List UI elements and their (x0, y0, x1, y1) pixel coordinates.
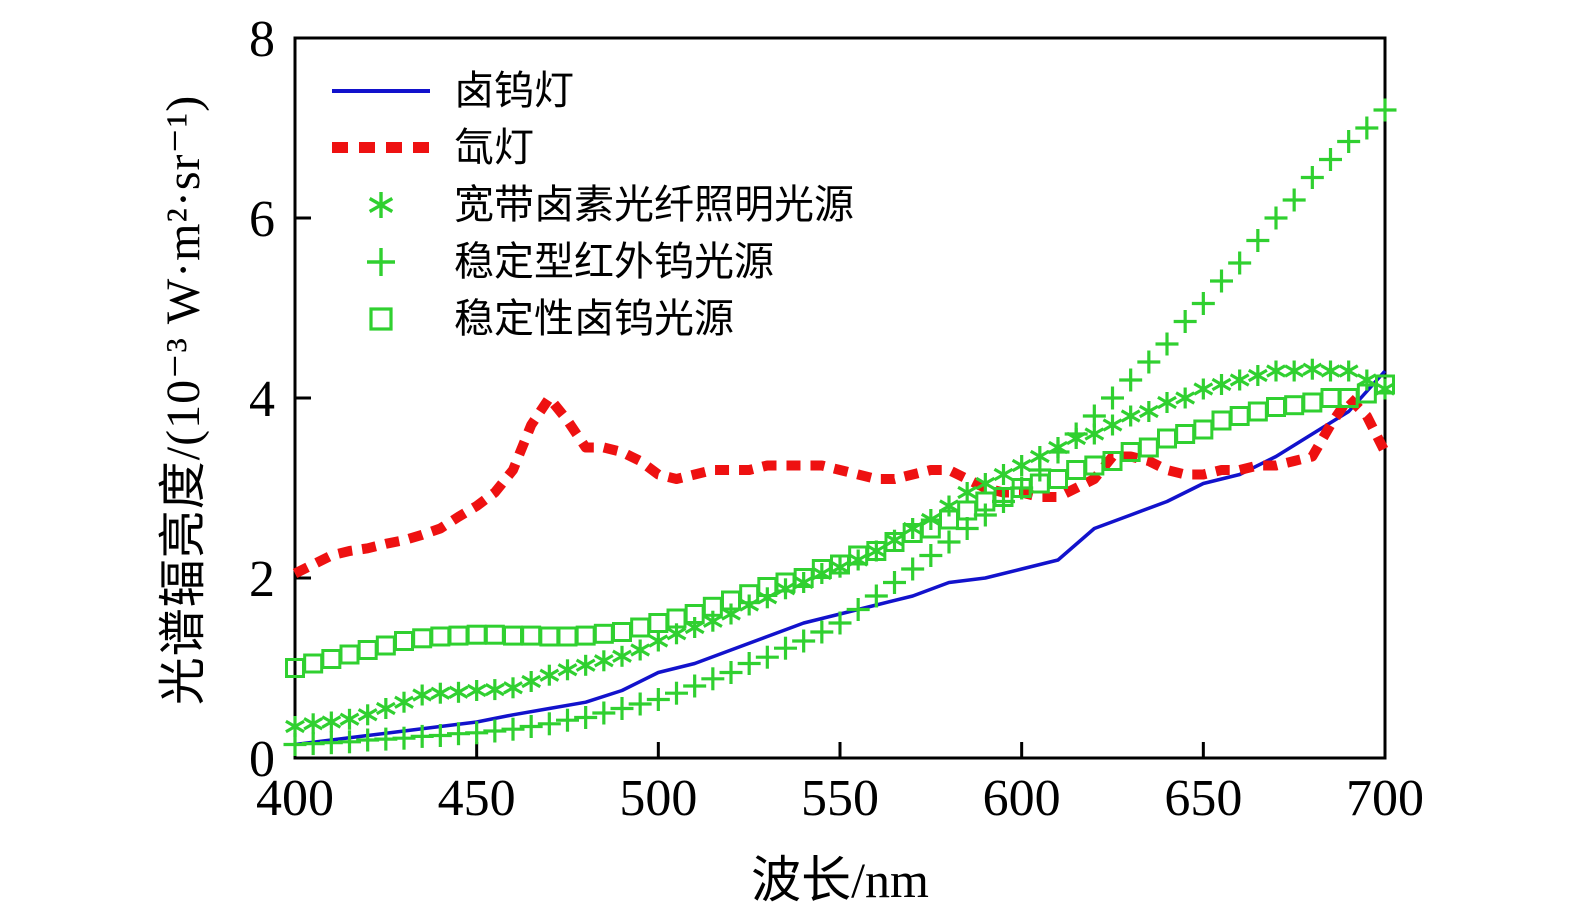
square-marker-icon (369, 306, 393, 331)
legend-item-stable-infrared-tungsten-source: 稳定型红外钨光源 (330, 233, 854, 290)
legend-label: 氙灯 (454, 124, 534, 170)
legend-item-broadband-halogen-fiber-source: 宽带卤素光纤照明光源 (330, 176, 854, 233)
legend-label: 稳定性卤钨光源 (454, 295, 734, 341)
solid-line-sample (332, 88, 430, 93)
legend-label: 卤钨灯 (454, 67, 574, 113)
x-axis-tick-label: 700 (1346, 770, 1424, 827)
x-axis-tick-label: 500 (619, 770, 697, 827)
legend-label: 稳定型红外钨光源 (454, 238, 774, 284)
legend-label: 宽带卤素光纤照明光源 (454, 181, 854, 227)
y-axis-tick-label: 4 (249, 371, 275, 428)
x-axis-tick-label: 550 (801, 770, 879, 827)
chart-legend: 卤钨灯 氙灯 宽带卤素光纤照明光源 (330, 62, 854, 347)
legend-item-halogen-tungsten-lamp: 卤钨灯 (330, 62, 854, 119)
x-axis-tick-label: 400 (256, 770, 334, 827)
asterisk-marker-icon (368, 191, 394, 218)
legend-sample-area (330, 187, 432, 223)
series-stable-halogen-tungsten-source (285, 374, 1395, 678)
y-axis-tick-label: 6 (249, 191, 275, 248)
y-axis-title: 光谱辐亮度/(10⁻³ W·m²·sr⁻¹) (157, 94, 210, 706)
series-broadband-halogen-fiber-source (285, 358, 1395, 737)
legend-item-xenon-lamp: 氙灯 (330, 119, 854, 176)
legend-sample-area (330, 244, 432, 280)
series-xenon-lamp (292, 393, 1390, 578)
y-axis-tick-label: 8 (249, 11, 275, 68)
x-axis-title: 波长/nm (751, 852, 929, 908)
y-axis-tick-label: 0 (249, 731, 275, 788)
dotted-line-sample (332, 142, 430, 153)
legend-item-stable-halogen-tungsten-source: 稳定性卤钨光源 (330, 290, 854, 347)
y-axis-tick-label: 2 (249, 551, 275, 608)
x-axis-tick-label: 600 (983, 770, 1061, 827)
legend-sample-area (330, 301, 432, 337)
legend-sample-area (330, 88, 432, 93)
x-axis-tick-label: 450 (438, 770, 516, 827)
plus-marker-icon (367, 247, 395, 276)
legend-sample-area (330, 142, 432, 153)
x-axis-tick-label: 650 (1164, 770, 1242, 827)
series-stable-infrared-tungsten-source (283, 98, 1397, 756)
